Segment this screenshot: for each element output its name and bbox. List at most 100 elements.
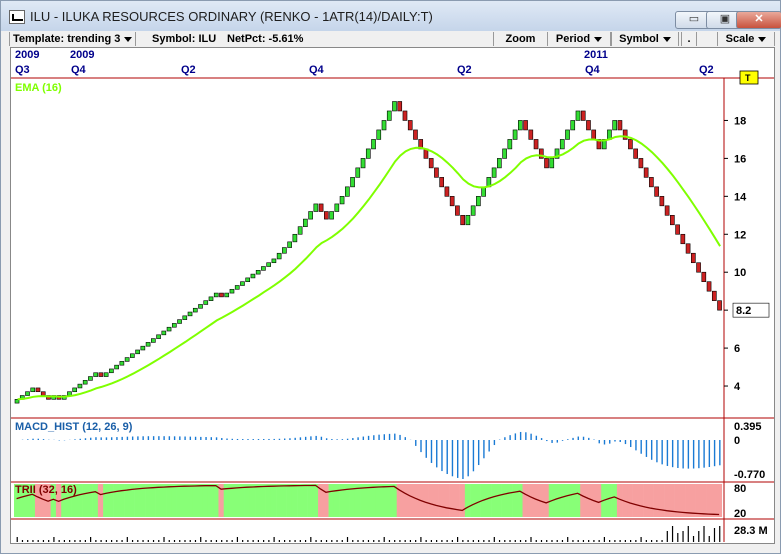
volume-bar [588, 540, 590, 542]
macd-bar [152, 436, 155, 440]
trii-band [643, 484, 649, 517]
macd-legend-label: MACD_HIST (12, 26, 9) [15, 421, 133, 433]
volume-bar [394, 540, 396, 542]
trii-band [459, 484, 466, 517]
template-dropdown[interactable]: Template: trending 3 [9, 32, 137, 46]
macd-bar [415, 440, 417, 446]
trii-band [674, 484, 681, 517]
trii-band [19, 484, 25, 517]
renko-brick [706, 281, 712, 292]
volume-bar [331, 540, 333, 542]
renko-brick [119, 361, 125, 366]
macd-bar [194, 436, 197, 440]
trii-band [276, 484, 282, 517]
volume-bar [703, 526, 705, 542]
x-axis: 2009 2009 2011 Q3 Q4 Q2 Q4 Q2 Q4 Q2 [11, 48, 774, 78]
renko-brick [507, 139, 513, 150]
trii-band [124, 484, 130, 517]
macd-bar [430, 440, 433, 463]
renko-brick [240, 281, 245, 286]
macd-bar [184, 436, 186, 440]
renko-brick [622, 129, 628, 140]
trii-band [606, 484, 612, 517]
volume-bar [472, 540, 474, 542]
macd-bar [446, 440, 448, 475]
renko-brick [691, 252, 696, 264]
trii-band [265, 484, 272, 517]
renko-brick [213, 292, 219, 298]
renko-brick [381, 120, 387, 131]
volume-bar [304, 540, 307, 542]
volume-bar [200, 537, 202, 542]
volume-bar [467, 540, 469, 542]
chart-toolbar: Template: trending 3 Symbol: ILU NetPct:… [9, 32, 775, 46]
period-dropdown[interactable]: Period [547, 32, 611, 46]
macd-bar [336, 439, 338, 440]
renko-brick [114, 364, 119, 370]
trii-band [501, 484, 508, 517]
macd-bar [630, 440, 632, 448]
renko-brick [203, 300, 209, 305]
renko-brick [198, 304, 203, 309]
zoom-button[interactable]: Zoom [493, 32, 548, 46]
trii-band [249, 484, 256, 517]
scale-dropdown[interactable]: Scale [717, 32, 775, 46]
macd-bar [692, 440, 695, 469]
renko-brick [72, 387, 78, 393]
volume-bar [69, 540, 71, 542]
macd-bar [719, 440, 721, 466]
macd-bar [588, 437, 590, 440]
renko-brick [675, 224, 680, 235]
trii-band [171, 484, 177, 517]
trii-band [569, 484, 576, 517]
macd-bar [698, 440, 700, 469]
title-bar[interactable]: ILU - ILUKA RESOURCES ORDINARY (RENKO - … [1, 1, 781, 31]
macd-bar [436, 440, 438, 468]
macd-bar [100, 437, 102, 440]
renko-brick [261, 266, 266, 271]
renko-brick [654, 186, 659, 197]
price-axis-label: 16 [734, 153, 746, 165]
macd-bar [310, 436, 312, 440]
more-button[interactable]: . [681, 32, 697, 46]
renko-brick [617, 120, 623, 131]
trii-band [365, 484, 371, 517]
symbol-dropdown[interactable]: Symbol [611, 32, 679, 46]
macd-bar [158, 436, 160, 440]
close-button[interactable]: ✕ [736, 11, 781, 29]
volume-bar [493, 537, 495, 542]
renko-brick [156, 334, 161, 339]
renko-brick [365, 148, 371, 159]
trii-band [616, 484, 623, 517]
price-axis-label: 14 [734, 191, 747, 203]
trii-band [71, 484, 78, 517]
trii-band [14, 484, 20, 517]
volume-bar [656, 540, 658, 542]
window-title: ILU - ILUKA RESOURCES ORDINARY (RENKO - … [30, 9, 433, 24]
renko-brick [229, 288, 235, 294]
macd-bar [179, 436, 181, 440]
renko-brick [612, 120, 618, 131]
renko-brick [182, 315, 188, 320]
macd-bar [346, 438, 349, 440]
renko-brick [135, 349, 140, 355]
macd-bar [126, 436, 129, 440]
macd-bar [635, 440, 637, 451]
volume-bar [692, 536, 695, 542]
renko-brick [297, 226, 303, 235]
renko-brick [124, 357, 130, 362]
volume-bar [21, 540, 24, 542]
trii-band [97, 484, 104, 517]
trii-band [391, 484, 398, 517]
chevron-down-icon [662, 36, 671, 42]
trii-band [380, 484, 387, 517]
macd-bar [493, 440, 496, 446]
renko-brick [418, 139, 424, 150]
renko-brick [449, 196, 455, 207]
macd-bar [425, 440, 427, 458]
renko-brick [575, 110, 581, 121]
renko-brick [586, 120, 591, 131]
macd-bar [74, 439, 76, 440]
trii-band [318, 484, 324, 517]
